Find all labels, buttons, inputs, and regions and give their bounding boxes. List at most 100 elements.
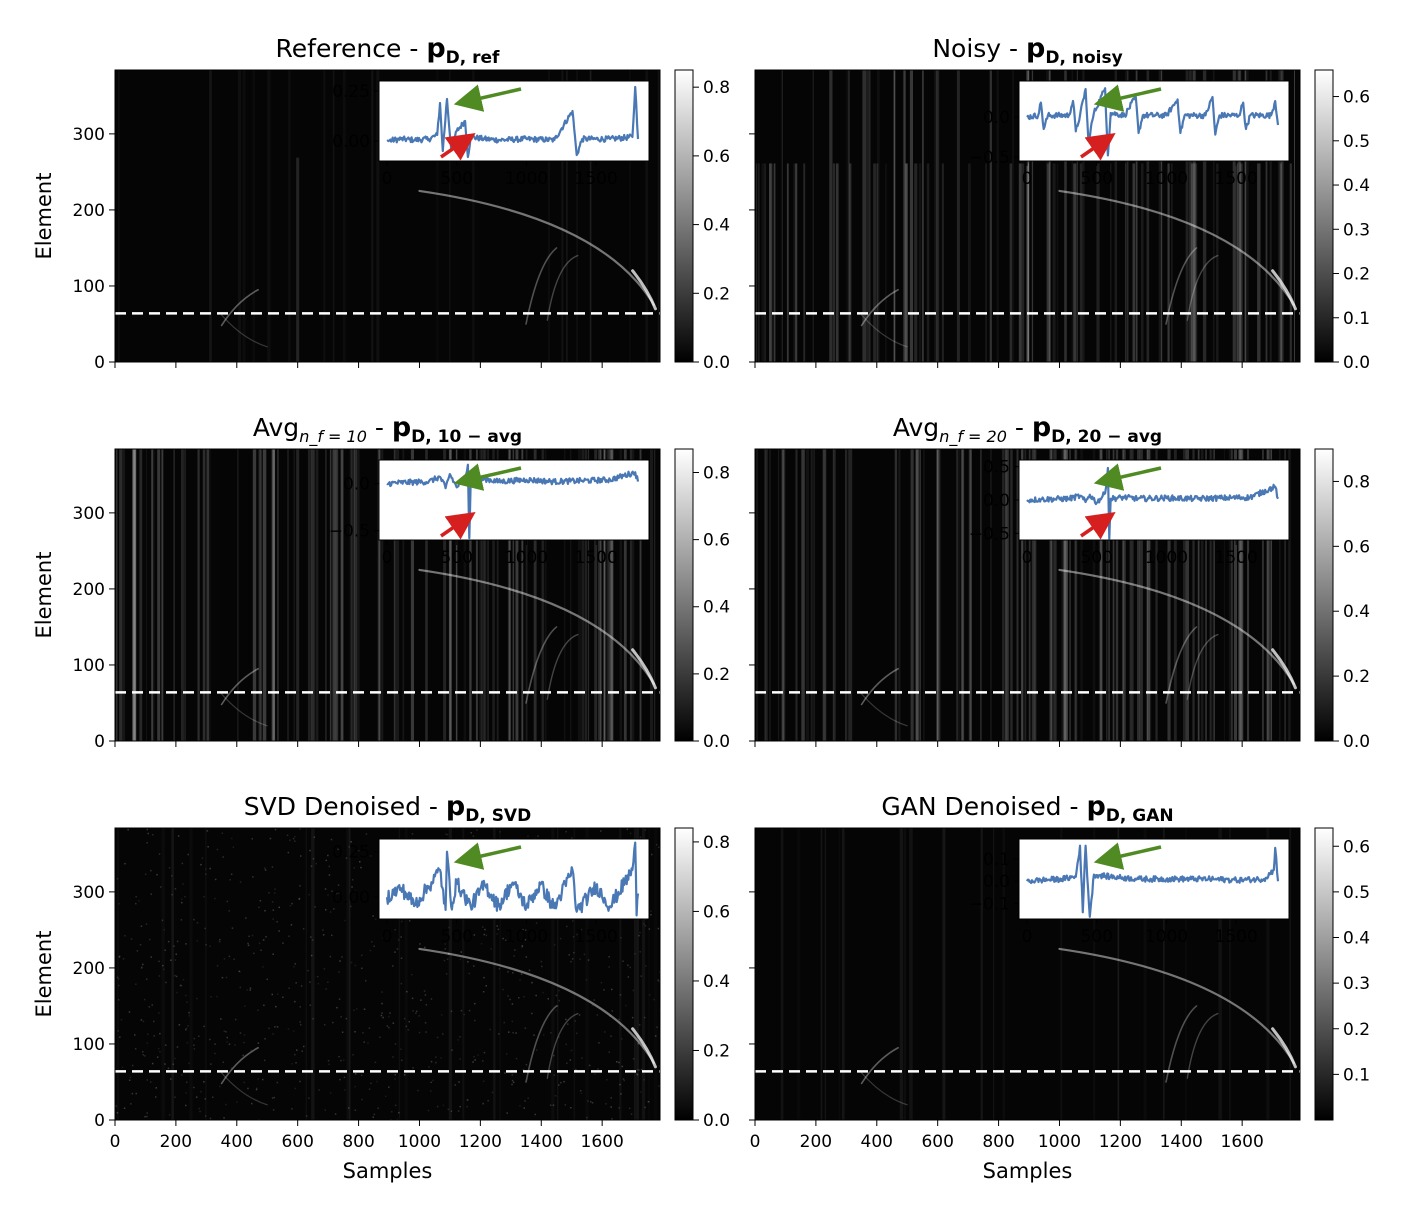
noise-streak xyxy=(1192,70,1196,362)
noise-streak xyxy=(629,449,632,741)
noise-streak xyxy=(1239,163,1243,362)
speckle xyxy=(209,945,211,947)
speckle xyxy=(204,1098,206,1100)
speckle xyxy=(412,1010,414,1012)
speckle xyxy=(458,1081,460,1083)
noise-streak xyxy=(1081,163,1083,362)
speckle xyxy=(499,831,501,833)
speckle xyxy=(425,1031,427,1033)
speckle xyxy=(555,994,558,997)
colorbar-tick-label: 0.2 xyxy=(703,665,730,685)
speckle xyxy=(223,958,226,960)
noise-streak xyxy=(793,163,797,362)
speckle xyxy=(257,1009,259,1011)
speckle xyxy=(643,1016,646,1019)
speckle xyxy=(361,967,363,970)
speckle xyxy=(212,1096,214,1098)
noise-streak xyxy=(1277,70,1281,362)
speckle xyxy=(324,1024,326,1026)
noise-streak xyxy=(1069,449,1071,741)
echo-arc xyxy=(1058,189,1296,307)
noise-streak xyxy=(1232,70,1236,362)
noise-streak xyxy=(589,70,592,362)
speckle xyxy=(278,906,280,909)
noise-streak xyxy=(1125,70,1128,362)
speckle xyxy=(204,927,206,930)
noise-streak xyxy=(822,449,825,741)
noise-streak xyxy=(252,70,255,362)
speckle xyxy=(459,1105,461,1108)
y-tick-label: 0 xyxy=(94,732,105,752)
noise-streak xyxy=(919,449,921,741)
speckle xyxy=(159,1050,161,1053)
speckle xyxy=(158,975,161,977)
noise-streak xyxy=(1066,449,1068,741)
echo-arc-bright xyxy=(631,1027,657,1069)
noise-streak xyxy=(206,449,210,741)
speckle xyxy=(262,1078,264,1081)
speckle xyxy=(343,1059,345,1061)
echo-arc-bright xyxy=(631,269,657,311)
noise-streak xyxy=(581,449,585,741)
noise-streak xyxy=(576,70,578,362)
speckle xyxy=(523,1107,525,1109)
speckle xyxy=(480,943,483,945)
noise-streak xyxy=(1021,163,1025,362)
speckle xyxy=(430,998,433,1000)
colorbar-tick-label: 0.0 xyxy=(703,353,730,373)
noise-streak xyxy=(829,70,833,362)
noise-streak xyxy=(1212,449,1214,741)
speckle xyxy=(146,1042,149,1044)
speckle xyxy=(291,1108,293,1110)
speckle xyxy=(221,832,224,834)
noise-streak xyxy=(934,70,938,362)
noise-streak xyxy=(469,449,472,741)
red-arrow xyxy=(1080,133,1116,161)
noise-streak xyxy=(1205,449,1207,741)
noise-streak xyxy=(1242,449,1244,741)
speckle xyxy=(223,1030,226,1032)
speckle xyxy=(356,1008,358,1010)
speckle xyxy=(394,1074,396,1076)
speckle xyxy=(369,949,372,952)
speckle xyxy=(135,983,137,985)
speckle xyxy=(185,1092,187,1094)
speckle xyxy=(485,934,488,937)
noise-streak xyxy=(340,449,344,741)
speckle xyxy=(329,955,332,958)
title-part: D, GAN xyxy=(1106,806,1174,826)
speckle xyxy=(447,1108,450,1111)
noise-streak xyxy=(1034,449,1037,741)
colorbar-tick-label: 0.1 xyxy=(1343,1065,1370,1085)
noise-streak xyxy=(1112,449,1115,741)
speckle xyxy=(203,896,205,898)
speckle xyxy=(511,1083,513,1086)
noise-streak xyxy=(463,449,467,741)
speckle xyxy=(424,1022,427,1024)
noise-streak xyxy=(990,449,992,741)
speckle xyxy=(648,1101,650,1103)
speckle xyxy=(273,1096,275,1099)
noise-streak xyxy=(1160,70,1162,362)
speckle xyxy=(203,1025,205,1028)
speckle xyxy=(490,948,492,950)
noise-streak xyxy=(288,70,290,362)
noise-streak xyxy=(271,449,275,741)
speckle xyxy=(446,833,449,836)
speckle xyxy=(540,960,543,963)
inset-x-tick-label: 1500 xyxy=(575,927,618,947)
speckle xyxy=(118,955,121,958)
speckle xyxy=(418,1031,421,1034)
inset-y-tick-label: 0.0 xyxy=(983,108,1010,128)
speckle xyxy=(521,946,523,948)
speckle xyxy=(474,1059,476,1061)
speckle xyxy=(293,965,295,968)
noise-streak xyxy=(1236,70,1240,362)
noise-streak xyxy=(173,449,175,741)
heatmap-texture xyxy=(115,828,662,1122)
noise-streak xyxy=(835,163,839,362)
noise-streak xyxy=(487,449,489,741)
speckle xyxy=(354,890,356,892)
speckle xyxy=(271,993,273,996)
noise-streak xyxy=(480,449,484,741)
